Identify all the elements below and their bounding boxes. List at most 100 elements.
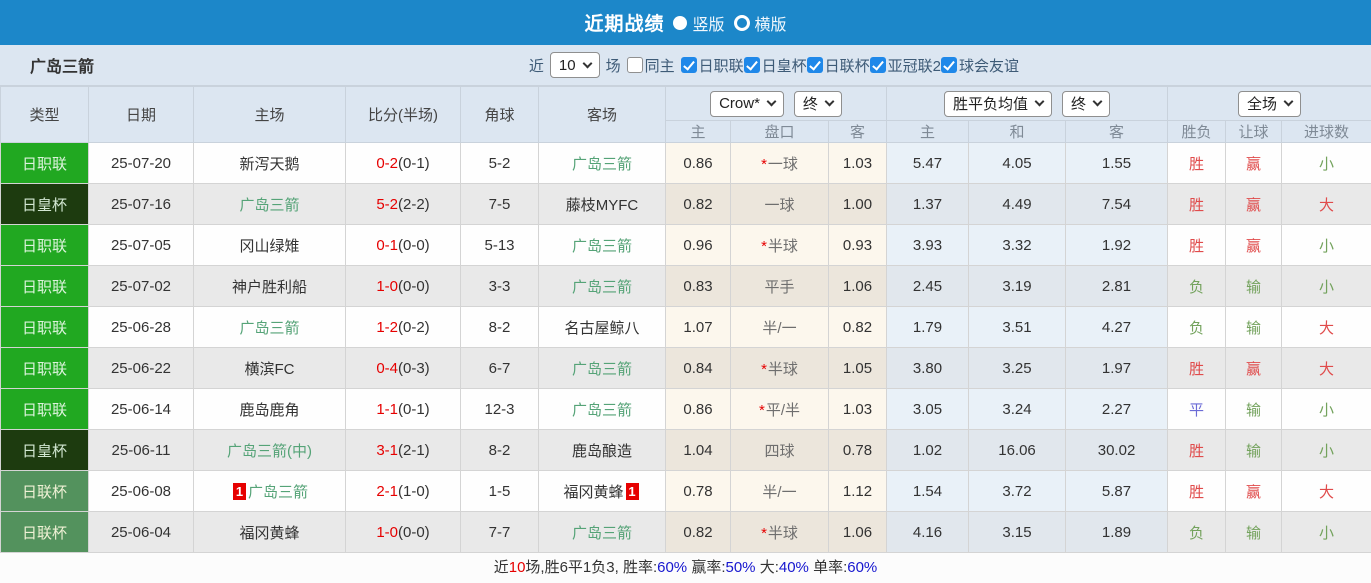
summary-segment: 赢率: bbox=[687, 559, 726, 576]
league-filter-4[interactable]: 球会友谊 bbox=[940, 55, 1019, 76]
sub-header-handicap-result: 让球 bbox=[1225, 120, 1283, 143]
odds-company-select[interactable]: Crow* bbox=[710, 90, 784, 117]
home-team[interactable]: 神户胜利船 bbox=[193, 265, 346, 307]
avg-odds-home: 1.54 bbox=[886, 470, 970, 512]
checkbox-checked-icon bbox=[940, 57, 957, 73]
away-team[interactable]: 广岛三箭 bbox=[538, 224, 666, 266]
result-goals: 大 bbox=[1281, 347, 1371, 389]
avg-odds-away: 4.27 bbox=[1065, 306, 1169, 348]
scope-select[interactable]: 全场 bbox=[1238, 90, 1302, 117]
league-filters: 日职联 日皇杯 日联杯 亚冠联2 球会友谊 bbox=[680, 55, 1019, 76]
away-team[interactable]: 广岛三箭 bbox=[538, 388, 666, 430]
results-table: 类型 日期 主场 比分(半场) 角球 客场 Crow* 终 bbox=[0, 86, 1371, 553]
result-wdl: 胜 bbox=[1167, 470, 1227, 512]
match-count-select[interactable]: 10 bbox=[549, 52, 600, 78]
away-team[interactable]: 广岛三箭 bbox=[538, 347, 666, 389]
result-goals: 小 bbox=[1281, 511, 1371, 553]
handicap-odds-home: 0.84 bbox=[665, 347, 731, 389]
sub-header-result: 胜负 bbox=[1167, 120, 1227, 143]
result-handicap: 输 bbox=[1225, 429, 1283, 471]
home-team[interactable]: 冈山绿雉 bbox=[193, 224, 346, 266]
avg-odds-draw: 3.51 bbox=[968, 306, 1067, 348]
away-team[interactable]: 广岛三箭 bbox=[538, 142, 666, 184]
summary-segment: 场,胜6平1负3, 胜率: bbox=[525, 559, 658, 576]
away-team[interactable]: 福冈黄蜂 1 bbox=[538, 470, 666, 512]
result-handicap: 赢 bbox=[1225, 142, 1283, 184]
league-filter-3[interactable]: 亚冠联2 bbox=[869, 55, 941, 76]
handicap-odds-away: 1.03 bbox=[827, 142, 888, 184]
handicap-odds-home: 0.86 bbox=[665, 142, 731, 184]
league-badge: 日联杯 bbox=[0, 470, 89, 512]
chevron-down-icon bbox=[1092, 96, 1103, 107]
handicap-odds-home: 1.07 bbox=[665, 306, 731, 348]
match-score: 3-1(2-1) bbox=[345, 429, 461, 471]
handicap-odds-away: 0.78 bbox=[827, 429, 888, 471]
near-label: 近 bbox=[528, 57, 544, 75]
sub-header-avg-draw: 和 bbox=[968, 120, 1067, 143]
handicap-line: 半/一 bbox=[730, 470, 829, 512]
home-team[interactable]: 新泻天鹅 bbox=[193, 142, 346, 184]
odds-time-select[interactable]: 终 bbox=[793, 90, 842, 117]
topbar: 近期战绩 竖版 横版 bbox=[0, 0, 1371, 45]
league-filter-0[interactable]: 日职联 bbox=[680, 55, 744, 76]
same-home-filter[interactable]: 同主 bbox=[626, 55, 675, 76]
result-goals: 小 bbox=[1281, 388, 1371, 430]
match-date: 25-06-04 bbox=[88, 511, 194, 553]
handicap-odds-home: 0.82 bbox=[665, 511, 731, 553]
match-score: 0-1(0-0) bbox=[345, 224, 461, 266]
result-goals: 大 bbox=[1281, 470, 1371, 512]
home-team[interactable]: 福冈黄蜂 bbox=[193, 511, 346, 553]
home-team[interactable]: 鹿岛鹿角 bbox=[193, 388, 346, 430]
league-filter-1[interactable]: 日皇杯 bbox=[743, 55, 807, 76]
away-team[interactable]: 鹿岛酿造 bbox=[538, 429, 666, 471]
match-row: 日职联 25-07-05 冈山绿雉 0-1(0-0) 5-13 广岛三箭 0.9… bbox=[0, 224, 1371, 266]
sub-header-handicap: 盘口 bbox=[730, 120, 829, 143]
radio-selected-icon bbox=[673, 15, 688, 30]
away-team[interactable]: 名古屋鲸八 bbox=[538, 306, 666, 348]
away-team[interactable]: 广岛三箭 bbox=[538, 265, 666, 307]
avg-time-select[interactable]: 终 bbox=[1062, 90, 1111, 117]
match-row: 日皇杯 25-06-11 广岛三箭(中) 3-1(2-1) 8-2 鹿岛酿造 1… bbox=[0, 429, 1371, 471]
summary-segment: 60% bbox=[847, 559, 878, 576]
home-team[interactable]: 1 广岛三箭 bbox=[193, 470, 346, 512]
result-handicap: 赢 bbox=[1225, 183, 1283, 225]
odds-group-header: Crow* 终 bbox=[664, 86, 888, 121]
result-handicap: 赢 bbox=[1225, 470, 1283, 512]
team-title: 广岛三箭 bbox=[30, 59, 95, 76]
avg-odds-home: 4.16 bbox=[886, 511, 970, 553]
result-wdl: 胜 bbox=[1167, 429, 1227, 471]
home-team[interactable]: 横滨FC bbox=[193, 347, 346, 389]
handicap-odds-away: 0.93 bbox=[827, 224, 888, 266]
home-team[interactable]: 广岛三箭(中) bbox=[193, 429, 346, 471]
radio-horizontal-layout[interactable]: 横版 bbox=[733, 11, 787, 35]
match-date: 25-07-16 bbox=[88, 183, 194, 225]
col-header-home: 主场 bbox=[193, 86, 346, 143]
match-row: 日职联 25-06-22 横滨FC 0-4(0-3) 6-7 广岛三箭 0.84… bbox=[0, 347, 1371, 389]
result-wdl: 平 bbox=[1167, 388, 1227, 430]
radio-horizontal-label: 横版 bbox=[754, 16, 787, 34]
corner-count: 7-7 bbox=[460, 511, 539, 553]
corner-count: 12-3 bbox=[460, 388, 539, 430]
home-team[interactable]: 广岛三箭 bbox=[193, 183, 346, 225]
away-team[interactable]: 广岛三箭 bbox=[538, 511, 666, 553]
filter-bar: 广岛三箭 近 10 场 同主 日职联 日皇杯 日联杯 亚冠联2 球会友谊 bbox=[0, 45, 1371, 86]
corner-count: 5-13 bbox=[460, 224, 539, 266]
avg-metric-select[interactable]: 胜平负均值 bbox=[944, 90, 1053, 117]
home-team[interactable]: 广岛三箭 bbox=[193, 306, 346, 348]
handicap-odds-home: 0.86 bbox=[665, 388, 731, 430]
league-filter-2[interactable]: 日联杯 bbox=[806, 55, 870, 76]
result-handicap: 赢 bbox=[1225, 347, 1283, 389]
match-score: 1-0(0-0) bbox=[345, 511, 461, 553]
league-filter-label: 亚冠联2 bbox=[887, 57, 941, 75]
away-team[interactable]: 藤枝MYFC bbox=[538, 183, 666, 225]
handicap-odds-home: 0.82 bbox=[665, 183, 731, 225]
handicap-odds-away: 1.00 bbox=[827, 183, 888, 225]
match-row: 日职联 25-06-14 鹿岛鹿角 1-1(0-1) 12-3 广岛三箭 0.8… bbox=[0, 388, 1371, 430]
result-handicap: 输 bbox=[1225, 511, 1283, 553]
avg-odds-home: 3.80 bbox=[886, 347, 970, 389]
same-home-label: 同主 bbox=[644, 57, 675, 75]
radio-vertical-layout[interactable]: 竖版 bbox=[673, 11, 725, 35]
avg-odds-home: 1.79 bbox=[886, 306, 970, 348]
handicap-line: *半球 bbox=[730, 511, 829, 553]
handicap-odds-home: 1.04 bbox=[665, 429, 731, 471]
